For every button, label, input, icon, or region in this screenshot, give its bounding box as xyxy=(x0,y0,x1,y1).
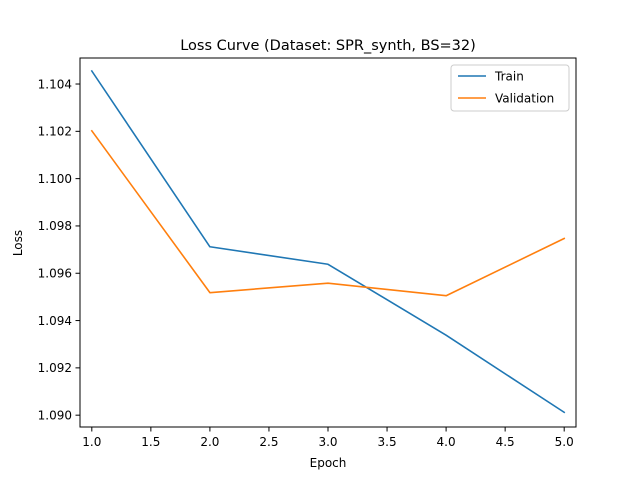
y-tick-label: 1.098 xyxy=(38,219,72,233)
x-tick-label: 3.0 xyxy=(318,435,337,449)
chart-title: Loss Curve (Dataset: SPR_synth, BS=32) xyxy=(180,38,476,54)
x-tick-label: 2.5 xyxy=(259,435,278,449)
x-tick-label: 4.5 xyxy=(496,435,515,449)
y-tick-label: 1.104 xyxy=(38,77,72,91)
x-tick-label: 2.0 xyxy=(200,435,219,449)
legend-label-train: Train xyxy=(494,69,524,83)
y-tick-label: 1.092 xyxy=(38,361,72,375)
x-tick-label: 1.5 xyxy=(141,435,160,449)
y-axis-label: Loss xyxy=(11,230,25,256)
x-tick-label: 4.0 xyxy=(437,435,456,449)
y-tick-label: 1.090 xyxy=(38,408,72,422)
x-tick-label: 3.5 xyxy=(378,435,397,449)
x-tick-label: 5.0 xyxy=(555,435,574,449)
series-line-train xyxy=(90,69,566,414)
axes-frame xyxy=(79,57,577,428)
y-axis: 1.090 1.092 1.094 1.096 1.098 1.100 1.102 1.104 xyxy=(38,77,80,422)
legend-label-validation: Validation xyxy=(495,91,554,105)
series-layer xyxy=(90,69,566,414)
y-tick-label: 1.094 xyxy=(38,314,72,328)
y-tick-label: 1.096 xyxy=(38,267,72,281)
y-tick-label: 1.100 xyxy=(38,172,72,186)
series-line-validation xyxy=(90,129,566,297)
y-tick-label: 1.102 xyxy=(38,125,72,139)
x-axis: 1.0 1.5 2.0 2.5 3.0 3.5 4.0 4.5 5.0 xyxy=(82,427,574,449)
legend: Train Validation xyxy=(450,64,570,112)
x-tick-label: 1.0 xyxy=(82,435,101,449)
x-axis-label: Epoch xyxy=(310,456,347,470)
